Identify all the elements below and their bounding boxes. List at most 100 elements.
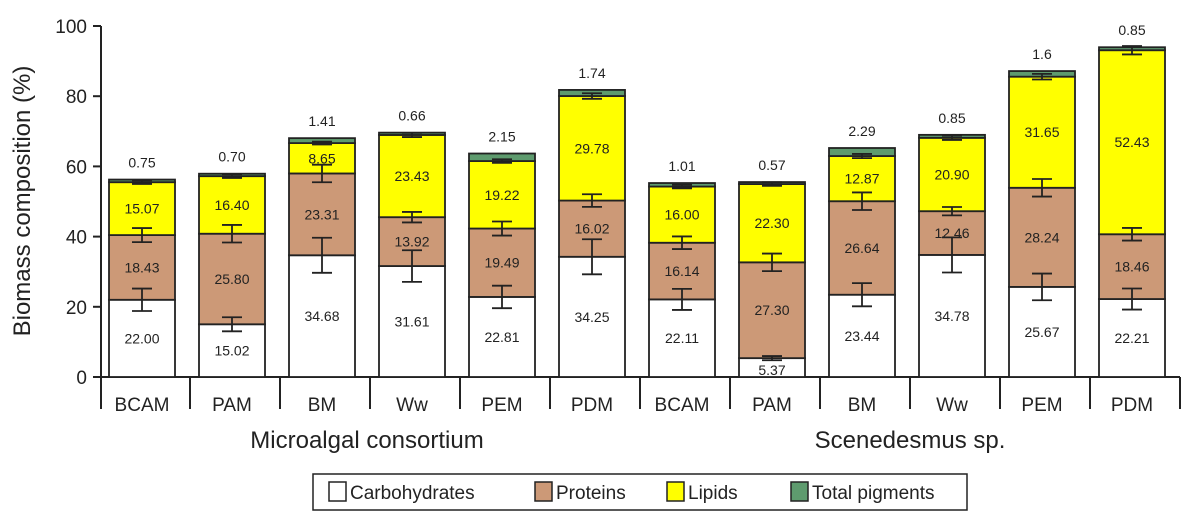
value-label-total-pigments: 0.57 <box>758 157 785 173</box>
value-label-carbohydrates: 34.68 <box>304 308 339 324</box>
y-tick-label: 0 <box>76 368 87 389</box>
value-labels: 22.00 18.43 15.07 0.75 15.02 25.80 16.40 0.70 34… <box>124 22 1149 378</box>
bar-segment-proteins <box>198 232 266 326</box>
legend-swatch-proteins <box>534 481 553 502</box>
y-tick-label: 80 <box>66 87 87 108</box>
bar-segment-lipids <box>558 95 626 202</box>
x-category-label: Ww <box>936 395 968 416</box>
value-label-lipids: 20.90 <box>934 167 969 183</box>
bars <box>108 45 1166 378</box>
x-category-label: BCAM <box>655 395 710 416</box>
value-label-total-pigments: 0.66 <box>398 108 425 124</box>
y-tick-label: 40 <box>66 228 87 249</box>
legend-label-carbohydrates: Carbohydrates <box>350 483 475 504</box>
value-label-proteins: 18.43 <box>124 259 159 275</box>
value-label-proteins: 13.92 <box>394 234 429 250</box>
y-tick-label: 20 <box>66 298 87 319</box>
value-label-total-pigments: 2.29 <box>848 123 875 139</box>
bar-segment-proteins <box>1008 186 1076 288</box>
value-label-proteins: 25.80 <box>214 271 249 287</box>
value-label-lipids: 52.43 <box>1114 134 1149 150</box>
bar-segment-carbohydrates <box>558 255 626 378</box>
bar-segment-lipids <box>378 134 446 219</box>
value-label-proteins: 16.02 <box>574 221 609 237</box>
legend-swatch-carbohydrates <box>328 481 347 502</box>
value-label-carbohydrates: 15.02 <box>214 343 249 359</box>
x-category-label: PDM <box>571 395 613 416</box>
x-category-label: Ww <box>396 395 428 416</box>
value-label-carbohydrates: 22.81 <box>484 329 519 345</box>
legend-label-lipids: Lipids <box>688 483 738 504</box>
value-label-carbohydrates: 22.00 <box>124 330 159 346</box>
bar-segment-proteins <box>828 200 896 296</box>
x-category-label: PAM <box>212 395 252 416</box>
value-label-carbohydrates: 34.78 <box>934 308 969 324</box>
value-label-carbohydrates: 5.37 <box>758 362 785 378</box>
legend-label-proteins: Proteins <box>556 483 626 504</box>
bar-segment-carbohydrates <box>918 254 986 378</box>
bar-segment-carbohydrates <box>378 265 446 378</box>
value-label-proteins: 28.24 <box>1024 229 1059 245</box>
value-label-lipids: 19.22 <box>484 187 519 203</box>
bar-segment-lipids <box>918 136 986 213</box>
value-label-proteins: 12.46 <box>934 225 969 241</box>
x-category-label: BM <box>308 395 337 416</box>
x-category-label: PEM <box>1021 395 1062 416</box>
value-label-carbohydrates: 22.21 <box>1114 330 1149 346</box>
value-label-proteins: 23.31 <box>304 206 339 222</box>
value-label-total-pigments: 1.74 <box>578 65 605 81</box>
value-label-lipids: 8.65 <box>308 150 335 166</box>
value-label-total-pigments: 0.85 <box>938 110 965 126</box>
legend-swatch-lipids <box>666 481 685 502</box>
value-label-total-pigments: 1.41 <box>308 113 335 129</box>
value-label-lipids: 12.87 <box>844 171 879 187</box>
x-category-label: PDM <box>1111 395 1153 416</box>
x-category-label: BM <box>848 395 877 416</box>
bar-segment-carbohydrates <box>1008 285 1076 378</box>
x-category-label: PAM <box>752 395 792 416</box>
value-label-lipids: 16.00 <box>664 207 699 223</box>
value-label-carbohydrates: 22.11 <box>665 330 699 346</box>
value-label-carbohydrates: 25.67 <box>1024 324 1059 340</box>
y-tick-label: 60 <box>66 157 87 178</box>
value-label-lipids: 16.40 <box>214 197 249 213</box>
y-tick-label: 100 <box>55 17 87 38</box>
value-label-lipids: 31.65 <box>1024 124 1059 140</box>
x-category-label: PEM <box>481 395 522 416</box>
value-label-total-pigments: 0.70 <box>218 149 245 165</box>
value-label-total-pigments: 0.85 <box>1118 22 1145 38</box>
value-label-carbohydrates: 31.61 <box>394 314 429 330</box>
value-label-carbohydrates: 23.44 <box>844 328 879 344</box>
value-label-lipids: 15.07 <box>124 201 159 217</box>
bar-segment-lipids <box>468 160 536 230</box>
group-label: Microalgal consortium <box>250 427 483 454</box>
bar-segment-carbohydrates <box>1098 298 1166 378</box>
value-label-proteins: 27.30 <box>754 302 789 318</box>
legend-label-total-pigments: Total pigments <box>812 483 935 504</box>
value-label-lipids: 23.43 <box>394 168 429 184</box>
axes: 0 20 40 60 80 100 Biomass composition (%) BCAM P… <box>9 17 1181 454</box>
bar-segment-carbohydrates <box>828 293 896 378</box>
bar-segment-lipids <box>1098 49 1166 236</box>
bar-segment-lipids <box>648 185 716 244</box>
value-label-total-pigments: 2.15 <box>488 129 515 145</box>
value-label-proteins: 19.49 <box>484 255 519 271</box>
value-label-total-pigments: 1.6 <box>1032 46 1052 62</box>
legend: Carbohydrates Proteins Lipids Total pigment… <box>312 473 968 511</box>
value-label-lipids: 22.30 <box>754 215 789 231</box>
value-label-proteins: 26.64 <box>844 240 879 256</box>
legend-swatch-total-pigments <box>790 481 809 502</box>
value-label-proteins: 16.14 <box>664 263 699 279</box>
group-label: Scenedesmus sp. <box>815 427 1006 454</box>
value-label-total-pigments: 1.01 <box>668 158 695 174</box>
value-label-proteins: 18.46 <box>1114 259 1149 275</box>
value-label-carbohydrates: 34.25 <box>574 309 609 325</box>
x-category-label: BCAM <box>115 395 170 416</box>
legend-box <box>312 473 968 511</box>
bar-segment-carbohydrates <box>648 298 716 378</box>
bar-segment-carbohydrates <box>108 298 176 378</box>
bar-segment-carbohydrates <box>468 296 536 378</box>
y-axis-title: Biomass composition (%) <box>9 66 36 337</box>
value-label-lipids: 29.78 <box>574 140 609 156</box>
